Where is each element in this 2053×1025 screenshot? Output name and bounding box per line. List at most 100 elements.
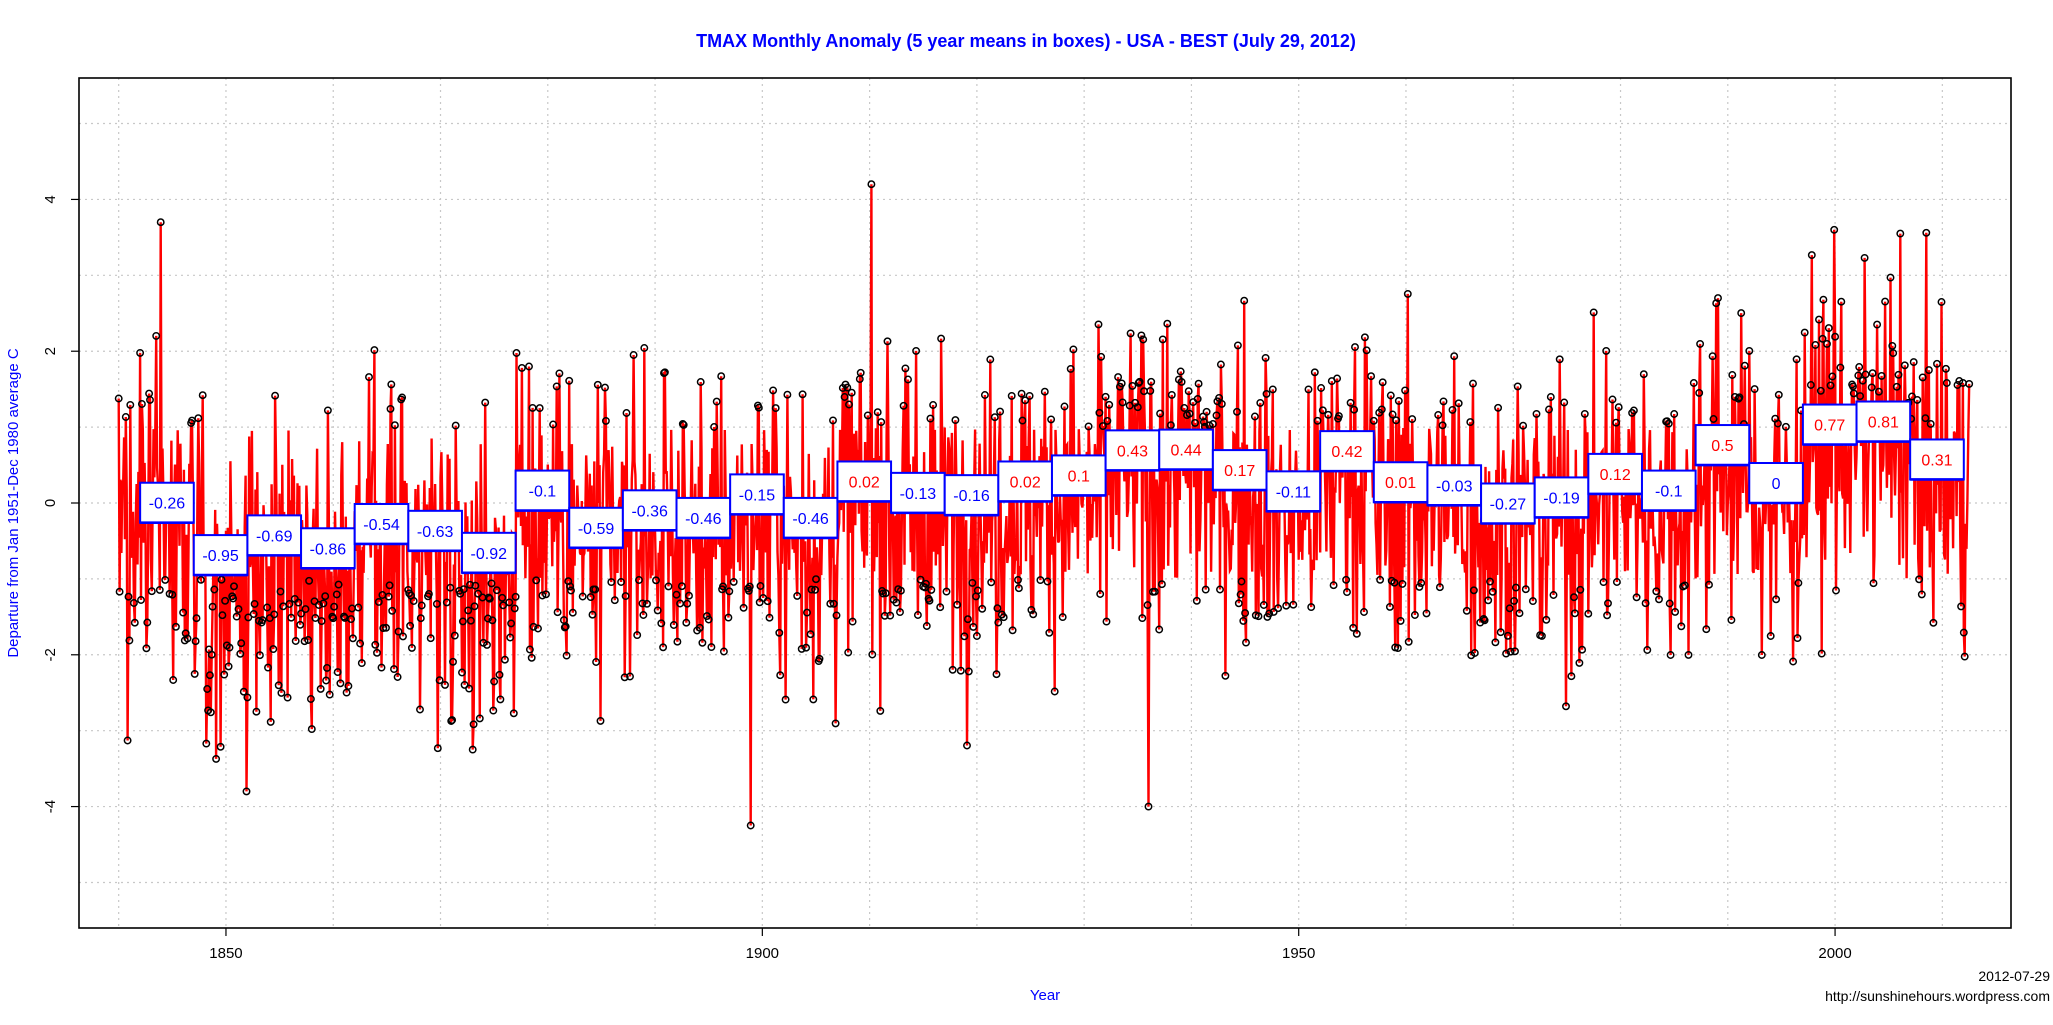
monthly-anomaly-point [216, 742, 225, 751]
monthly-anomaly-point [1909, 358, 1918, 367]
monthly-anomaly-point [1792, 355, 1801, 364]
monthly-anomaly-point [626, 672, 634, 681]
monthly-anomaly-point [968, 578, 977, 587]
monthly-anomaly-point [996, 407, 1005, 416]
monthly-anomaly-point [161, 575, 170, 584]
monthly-anomaly-point [1014, 584, 1023, 593]
monthly-anomaly-point [1877, 371, 1886, 380]
monthly-anomaly-point [1289, 600, 1298, 609]
monthly-anomaly-point [1860, 253, 1869, 262]
monthly-anomaly-point [399, 632, 407, 641]
monthly-anomaly-point [990, 413, 999, 422]
monthly-anomaly-point [1470, 649, 1479, 657]
monthly-anomaly-point [1942, 379, 1951, 387]
monthly-anomaly-point [1205, 421, 1214, 430]
monthly-anomaly-point [1666, 651, 1675, 659]
monthly-anomaly-point [927, 585, 936, 594]
monthly-anomaly-point [1139, 335, 1148, 344]
monthly-anomaly-point [1824, 324, 1833, 333]
monthly-anomaly-point [797, 644, 806, 653]
monthly-anomaly-point [980, 391, 989, 399]
monthly-anomaly-point [763, 597, 772, 606]
monthly-anomaly-point [1913, 395, 1922, 404]
mean-label: 0.12 [1600, 467, 1631, 484]
monthly-anomaly-point [798, 390, 807, 399]
monthly-anomaly-point [129, 599, 138, 607]
monthly-anomaly-point [1542, 615, 1551, 624]
monthly-anomaly-point [1488, 587, 1497, 596]
monthly-anomaly-point [886, 611, 895, 620]
monthly-anomaly-point [1128, 381, 1137, 390]
monthly-anomaly-point [1900, 361, 1909, 370]
monthly-anomaly-point [921, 583, 929, 592]
monthly-anomaly-point [1603, 611, 1612, 620]
monthly-anomaly-point [458, 668, 466, 677]
monthly-anomaly-point [964, 667, 973, 676]
monthly-anomaly-point [1385, 602, 1394, 611]
monthly-anomaly-point [1307, 603, 1316, 612]
monthly-anomaly-point [1469, 379, 1477, 388]
monthly-anomaly-point [525, 645, 534, 654]
monthly-anomaly-point [555, 369, 564, 378]
monthly-anomaly-point [1960, 652, 1969, 661]
monthly-anomaly-point [669, 621, 678, 629]
monthly-anomaly-point [1060, 402, 1069, 411]
monthly-anomaly-point [1506, 647, 1515, 656]
monthly-anomaly-point [1158, 335, 1167, 344]
monthly-anomaly-point [1438, 421, 1447, 430]
monthly-anomaly-point [1155, 625, 1164, 634]
monthly-anomaly-point [1254, 612, 1263, 621]
mean-box [1265, 470, 1322, 513]
mean-label: -0.36 [631, 503, 668, 520]
monthly-anomaly-point [685, 591, 693, 600]
monthly-anomaly-point [1869, 579, 1878, 588]
monthly-anomaly-point [1388, 410, 1397, 419]
monthly-anomaly-point [1201, 585, 1210, 594]
monthly-anomaly-point [1191, 418, 1199, 427]
monthly-anomaly-point [960, 632, 969, 641]
monthly-anomaly-point [1261, 353, 1270, 362]
monthly-anomaly-point [913, 611, 922, 619]
monthly-anomaly-point [1773, 419, 1782, 428]
monthly-anomaly-point [388, 606, 397, 615]
monthly-anomaly-point [1823, 339, 1831, 348]
monthly-anomaly-point [956, 666, 965, 675]
monthly-anomaly-point [1239, 616, 1248, 625]
monthly-anomaly-point [672, 590, 681, 599]
monthly-anomaly-point [1737, 309, 1746, 318]
monthly-anomaly-point [1394, 396, 1403, 405]
monthly-anomaly-point [121, 413, 130, 421]
monthly-anomaly-point [1800, 328, 1809, 337]
monthly-anomaly-point [1856, 392, 1865, 401]
monthly-anomaly-point [330, 602, 339, 611]
monthly-anomaly-point [535, 404, 544, 413]
monthly-anomaly-point [1396, 616, 1405, 625]
monthly-anomaly-point [1612, 578, 1621, 586]
monthly-anomaly-point [1350, 405, 1359, 414]
monthly-anomaly-point [1313, 416, 1322, 425]
mean-label: -0.86 [310, 541, 347, 558]
monthly-anomaly-point [1528, 597, 1537, 606]
monthly-anomaly-point [323, 663, 331, 672]
monthly-anomaly-point [1921, 414, 1930, 423]
monthly-anomaly-point [1521, 585, 1530, 594]
monthly-anomaly-point [1069, 345, 1078, 354]
monthly-anomaly-point [1806, 381, 1815, 389]
monthly-anomaly-point [1896, 229, 1905, 238]
monthly-anomaly-point [446, 583, 455, 592]
monthly-anomaly-point [1274, 604, 1283, 613]
monthly-anomaly-point [1349, 623, 1358, 632]
monthly-anomaly-point [643, 599, 651, 608]
monthly-anomaly-point [1575, 658, 1584, 667]
monthly-anomaly-point [485, 594, 494, 603]
monthly-anomaly-point [1310, 368, 1319, 377]
monthly-anomaly-point [739, 603, 748, 612]
monthly-anomaly-point [899, 401, 908, 410]
mean-label: 0.01 [1385, 475, 1416, 492]
monthly-anomaly-point [987, 578, 996, 587]
monthly-anomaly-point [1343, 588, 1351, 597]
monthly-anomaly-point [1202, 407, 1211, 416]
mean-label: 0.44 [1170, 443, 1201, 460]
monthly-anomaly-point [1889, 349, 1898, 358]
